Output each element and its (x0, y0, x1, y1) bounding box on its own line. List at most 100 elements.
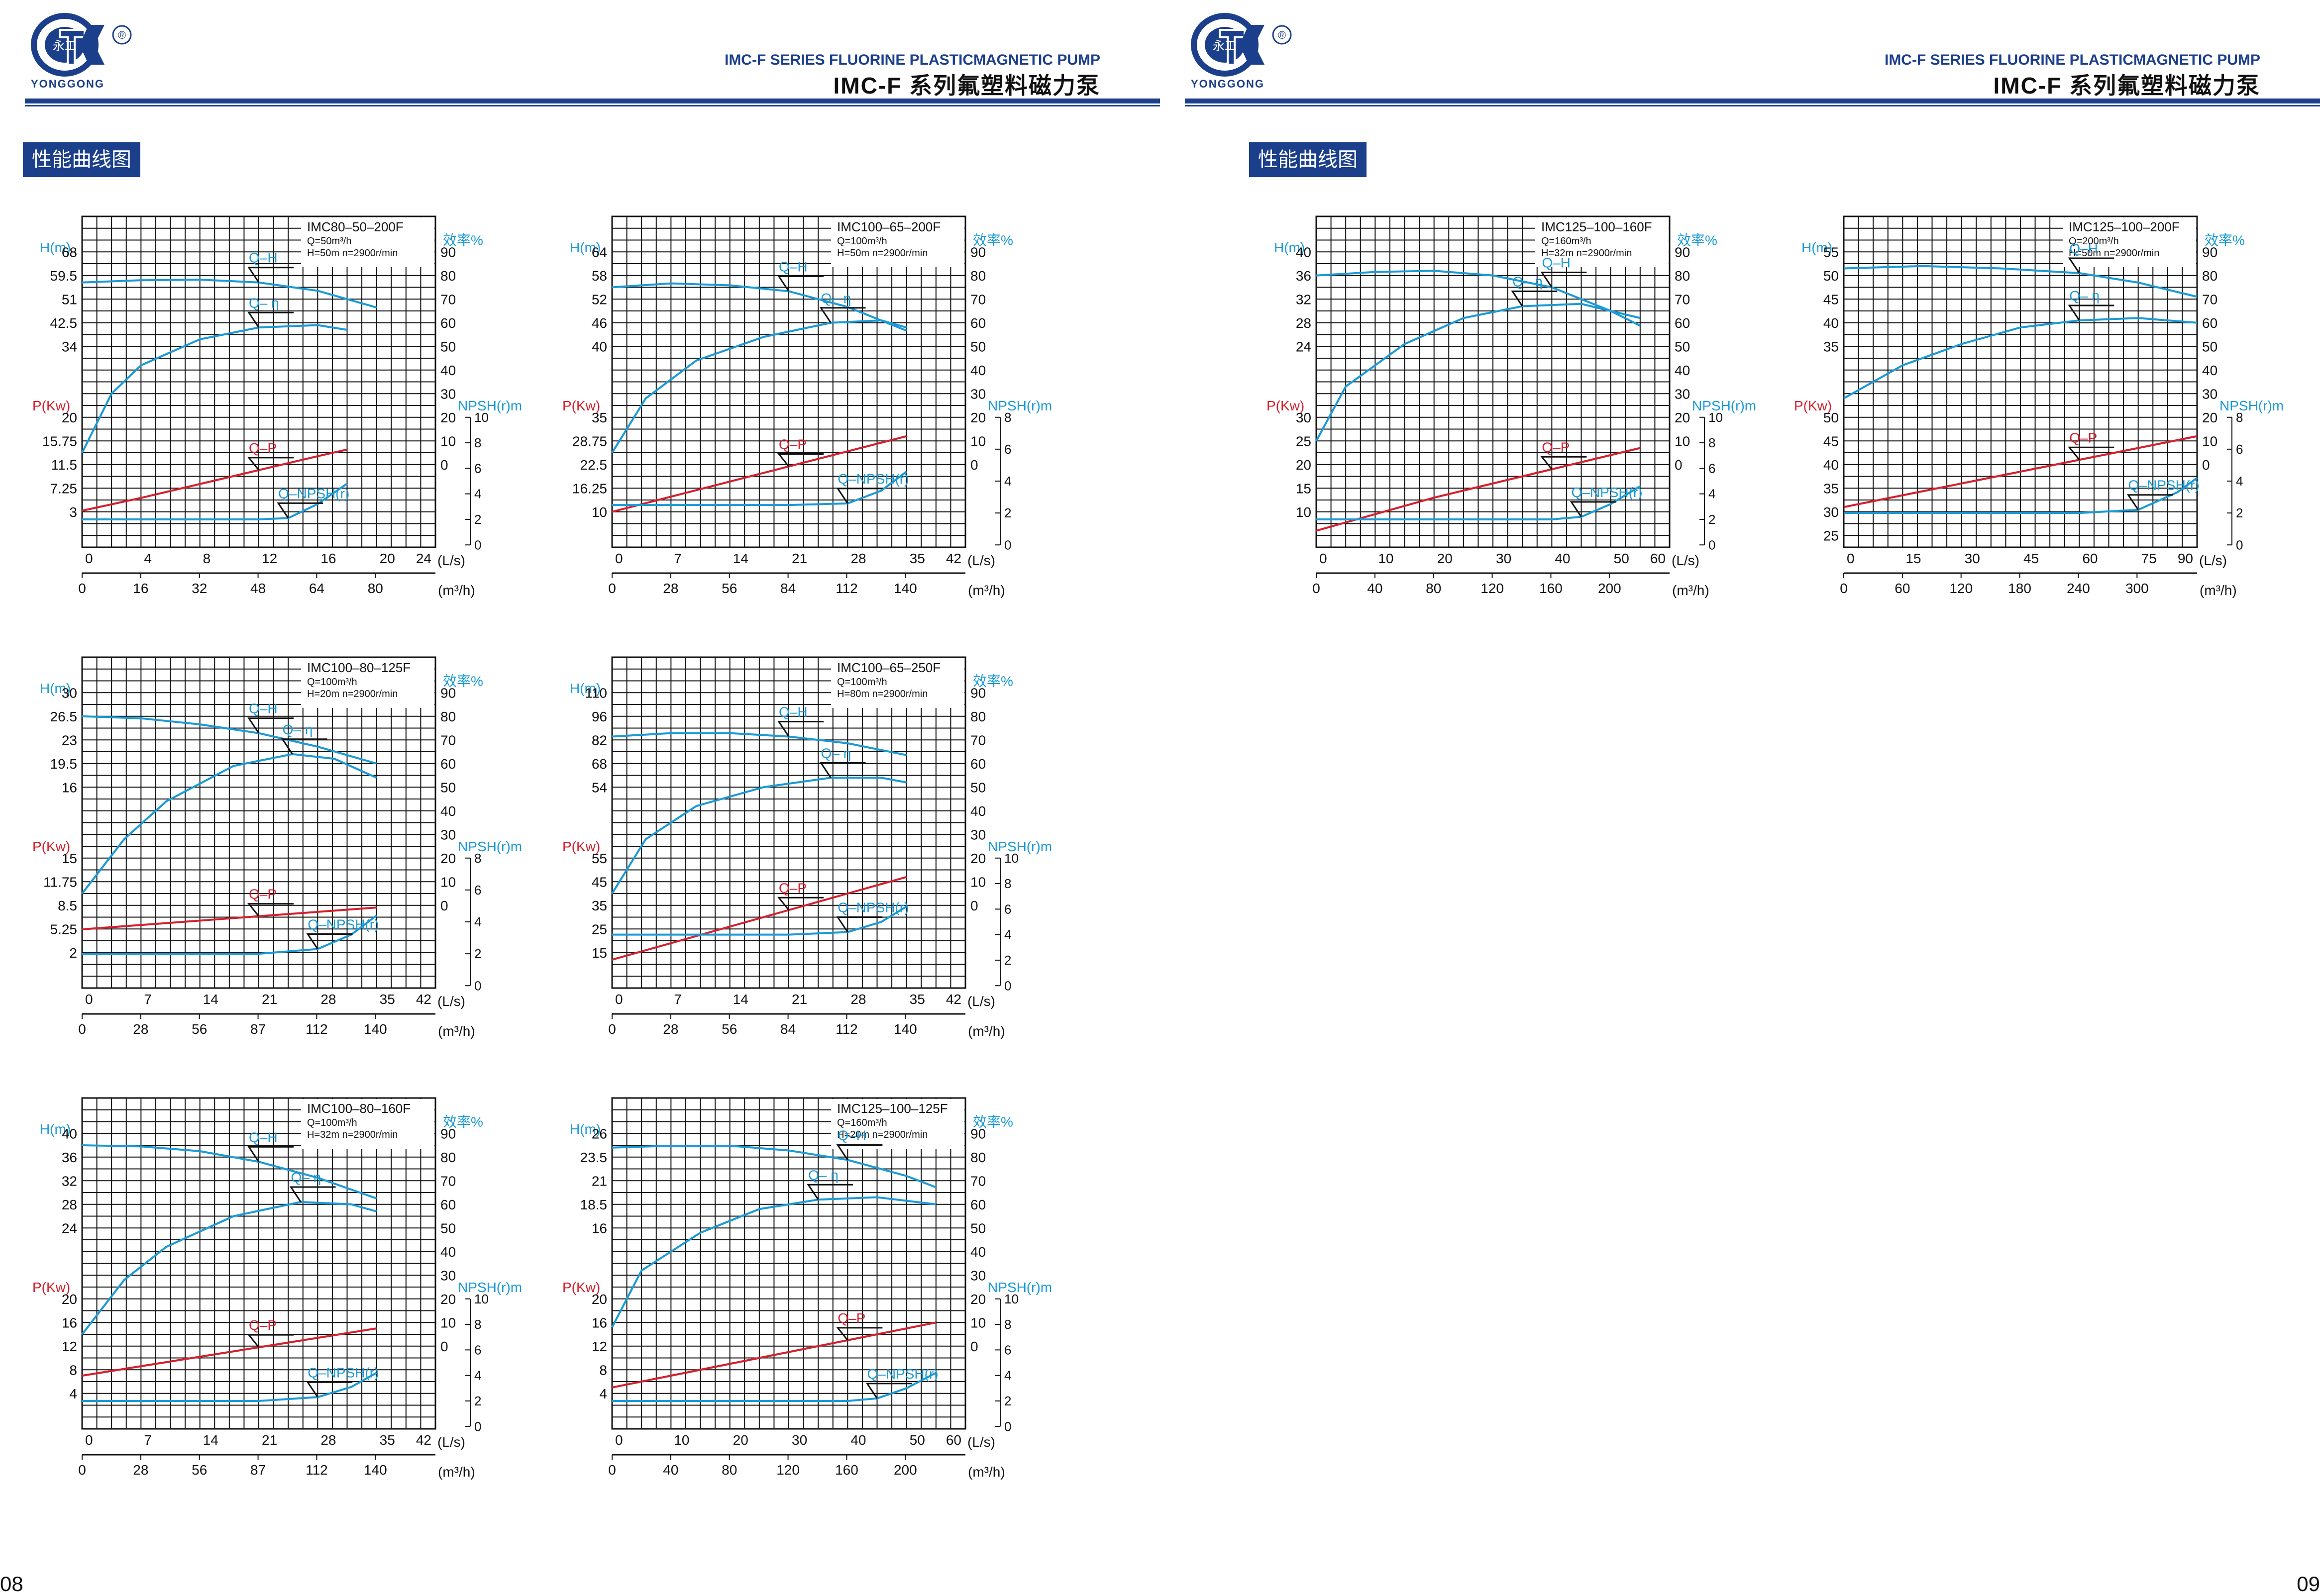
m3-unit-label: (m³/h) (2200, 583, 2237, 598)
efficiency-axis-label: 效率% (973, 674, 1013, 689)
curve-q-p (82, 448, 347, 512)
curve-q-eta-label: Q– η (821, 291, 851, 306)
model-box (831, 217, 964, 267)
p-axis-label: P(Kw) (562, 1280, 600, 1295)
ls-tick-label: 0 (85, 992, 93, 1007)
ls-unit-label: (L/s) (437, 1434, 465, 1450)
ls-tick-label: 50 (1614, 551, 1629, 566)
p-tick-label: 45 (1823, 433, 1839, 449)
p-tick-label: 20 (592, 1292, 607, 1307)
curve-q-eta-label: Q– η (283, 722, 313, 737)
curve-q-p (1843, 435, 2198, 508)
m3-tick-label: 56 (192, 1021, 207, 1037)
npsh-tick-label: 0 (1708, 537, 1715, 552)
efficiency-tick-label: 0 (440, 898, 448, 913)
curve-q-npsh-label: Q–NPSH(r) (1572, 485, 1643, 500)
efficiency-tick-label: 60 (970, 756, 986, 772)
ls-tick-label: 28 (320, 992, 336, 1007)
p-tick-label: 20 (62, 1292, 77, 1307)
npsh-tick-label: 8 (474, 1317, 481, 1332)
curve-q-eta-leader (1511, 291, 1558, 307)
spec-h-n-label: H=50m n=2900r/min (307, 248, 398, 259)
efficiency-tick-label: 20 (970, 410, 986, 425)
ls-tick-label: 45 (2023, 551, 2039, 566)
ls-tick-label: 35 (380, 1432, 395, 1448)
model-box (831, 1099, 964, 1149)
efficiency-tick-label: 40 (440, 363, 456, 378)
curve-q-p-leader (777, 897, 824, 911)
spec-h-n-label: H=20m n=2900r/min (307, 689, 398, 699)
efficiency-tick-label: 80 (970, 1150, 986, 1165)
npsh-tick-label: 0 (474, 537, 481, 552)
m3-tick-label: 120 (1480, 581, 1504, 596)
efficiency-tick-label: 70 (1675, 292, 1690, 307)
efficiency-tick-label: 10 (1675, 433, 1690, 449)
efficiency-tick-label: 70 (440, 732, 456, 748)
npsh-tick-label: 10 (474, 1292, 489, 1306)
model-label: IMC80–50–200F (307, 219, 404, 234)
p-tick-label: 16.25 (572, 481, 607, 496)
curve-q-npsh-label: Q–NPSH(r) (2128, 478, 2200, 493)
ls-tick-label: 75 (2141, 551, 2157, 566)
npsh-tick-label: 2 (1708, 512, 1715, 527)
curve-q-p-label: Q–P (779, 437, 807, 452)
curve-q-h-leader (777, 275, 824, 292)
curve-q-p-leader (247, 1334, 294, 1348)
p-tick-label: 2 (69, 945, 77, 961)
npsh-axis-label: NPSH(r)m (1692, 398, 1756, 413)
curve-q-npsh (82, 1372, 377, 1402)
efficiency-tick-label: 50 (970, 1220, 986, 1236)
ls-unit-label: (L/s) (437, 553, 465, 568)
ls-tick-label: 35 (380, 992, 395, 1007)
page-number-left: 08 (0, 1572, 23, 1596)
curve-q-npsh-label: Q–NPSH(r) (838, 471, 909, 487)
header-rule-thin (25, 105, 1160, 106)
efficiency-tick-label: 30 (970, 386, 986, 401)
npsh-tick-label: 4 (474, 1368, 481, 1383)
m3-tick-label: 200 (894, 1462, 917, 1478)
efficiency-tick-label: 70 (970, 292, 986, 307)
h-tick-label: 28 (62, 1197, 77, 1212)
page-header-left: ® 永工 YONGGONG IMC-F SERIES FLUORINE PLAS… (0, 0, 1160, 107)
curve-q-npsh-leader (836, 488, 883, 504)
efficiency-tick-label: 0 (970, 457, 978, 473)
m3-tick-label: 80 (1426, 581, 1441, 596)
ls-tick-label: 21 (262, 1432, 277, 1448)
p-tick-label: 45 (592, 874, 607, 890)
curve-q-eta (81, 324, 347, 453)
efficiency-tick-label: 40 (970, 363, 986, 378)
p-tick-label: 15 (1296, 481, 1311, 496)
efficiency-tick-label: 90 (970, 685, 986, 700)
m3-tick-label: 160 (1539, 581, 1563, 596)
p-tick-label: 7.25 (50, 481, 78, 496)
curve-q-npsh-leader (836, 916, 883, 933)
h-tick-label: 68 (592, 756, 607, 772)
npsh-tick-label: 0 (474, 978, 481, 993)
npsh-tick-label: 6 (1004, 442, 1011, 457)
p-tick-label: 20 (1296, 457, 1311, 473)
curve-q-p (82, 1327, 377, 1377)
h-tick-label: 40 (592, 339, 607, 354)
npsh-tick-label: 10 (1004, 1292, 1019, 1306)
m3-tick-label: 64 (309, 581, 324, 596)
efficiency-tick-label: 20 (440, 410, 456, 425)
curve-q-p-label: Q–P (838, 1310, 865, 1326)
npsh-tick-label: 4 (1004, 927, 1011, 942)
m3-tick-label: 28 (133, 1021, 148, 1037)
ls-tick-label: 10 (674, 1432, 689, 1448)
h-tick-label: 58 (592, 268, 607, 284)
ls-tick-label: 15 (1905, 551, 1921, 566)
p-tick-label: 8 (599, 1362, 607, 1378)
h-axis-label: H(m) (40, 240, 71, 255)
curve-q-p (82, 906, 377, 930)
efficiency-tick-label: 30 (440, 386, 456, 401)
p-tick-label: 5.25 (50, 921, 78, 937)
efficiency-tick-label: 20 (440, 851, 456, 866)
h-tick-label: 24 (1296, 339, 1311, 354)
efficiency-tick-label: 80 (440, 1150, 456, 1165)
curve-q-eta (81, 1200, 377, 1335)
curve-q-npsh-leader (306, 933, 353, 950)
header-rule (25, 99, 1160, 103)
m3-tick-label: 160 (835, 1462, 858, 1478)
